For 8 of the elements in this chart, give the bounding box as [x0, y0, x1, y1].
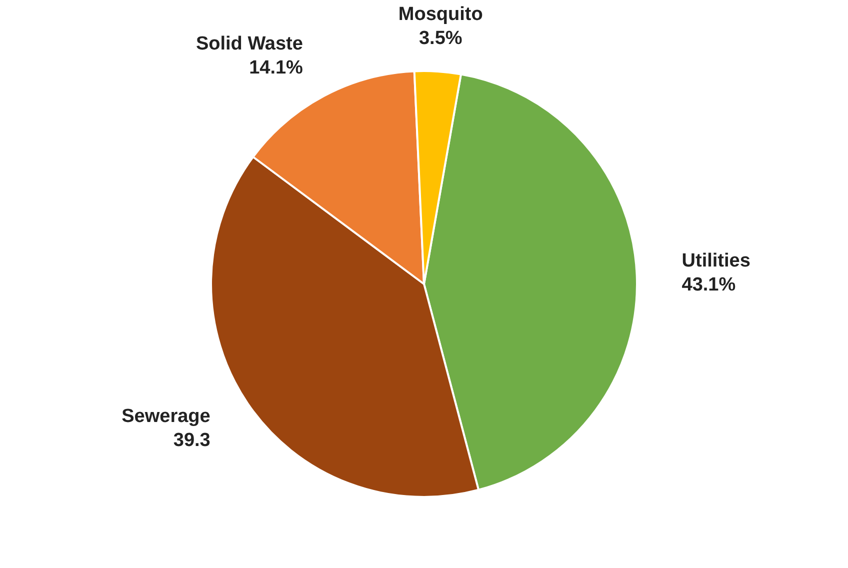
data-label: 14.1% — [249, 57, 304, 78]
slice-label: Sewerage — [122, 406, 210, 427]
data-label: 39.3 — [173, 430, 210, 451]
slice-label: Utilities — [682, 250, 750, 272]
data-label: 3.5% — [418, 28, 462, 49]
slice-label: Mosquito — [398, 4, 483, 25]
data-label: 43.1% — [682, 274, 736, 296]
slice-label: Solid Waste — [196, 33, 303, 54]
